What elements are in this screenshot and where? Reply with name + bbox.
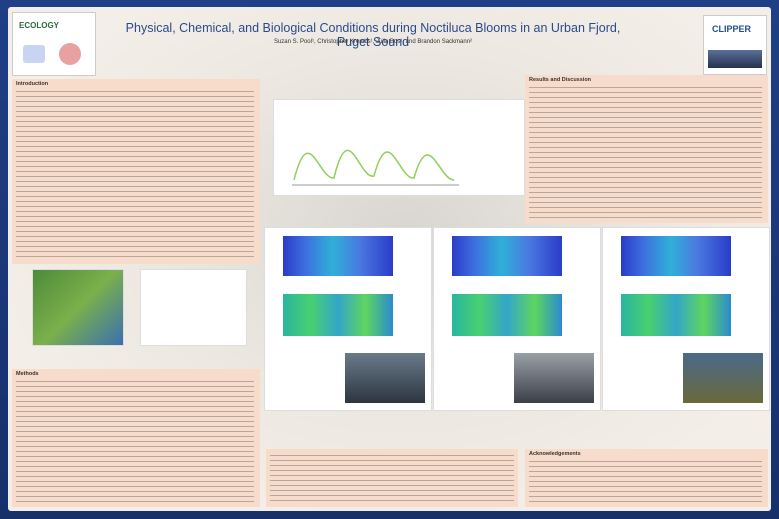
authors: Suzan S. Pool¹, Christopher Krembs¹, Jul… xyxy=(148,39,598,45)
text-block xyxy=(16,89,254,259)
section-heading: Methods xyxy=(16,371,39,377)
results-box: Results and Discussion xyxy=(525,75,768,223)
heatmap-panel xyxy=(433,227,601,411)
methods-box: Methods xyxy=(12,369,260,507)
section-heading: Introduction xyxy=(16,81,48,87)
line-sketch xyxy=(274,100,524,195)
heatmap xyxy=(621,236,731,276)
text-block xyxy=(16,379,254,503)
ship-photo xyxy=(708,50,762,68)
acknowledgements-box: Acknowledgements xyxy=(525,449,768,507)
text-block xyxy=(529,85,762,219)
section-heading: Acknowledgements xyxy=(529,451,581,457)
photo xyxy=(345,353,425,403)
page: ECOLOGY Physical, Chemical, and Biologic… xyxy=(0,0,779,519)
logo-text: CLIPPER xyxy=(712,24,751,34)
heatmap xyxy=(452,236,562,276)
heatmap xyxy=(621,294,731,336)
photo xyxy=(514,353,594,403)
logo-panel: ECOLOGY xyxy=(12,12,96,76)
heatmap xyxy=(283,236,393,276)
section-heading: Results and Discussion xyxy=(529,77,591,83)
text-block xyxy=(270,453,514,503)
text-block xyxy=(529,459,762,503)
photo-figure xyxy=(140,269,247,346)
logo-icon xyxy=(23,45,45,63)
heatmap xyxy=(283,294,393,336)
heatmap xyxy=(452,294,562,336)
references-box xyxy=(266,449,518,507)
intro-box: Introduction xyxy=(12,79,260,264)
logo-panel: CLIPPER xyxy=(703,15,767,75)
heatmap-panel xyxy=(264,227,432,411)
logo-icon xyxy=(59,43,81,65)
poster: ECOLOGY Physical, Chemical, and Biologic… xyxy=(8,7,771,511)
line-figure xyxy=(273,99,525,196)
photo xyxy=(683,353,763,403)
heatmap-panel xyxy=(602,227,770,411)
logo-text: ECOLOGY xyxy=(19,21,59,30)
map-figure xyxy=(32,269,124,346)
sketch-line xyxy=(294,150,454,180)
